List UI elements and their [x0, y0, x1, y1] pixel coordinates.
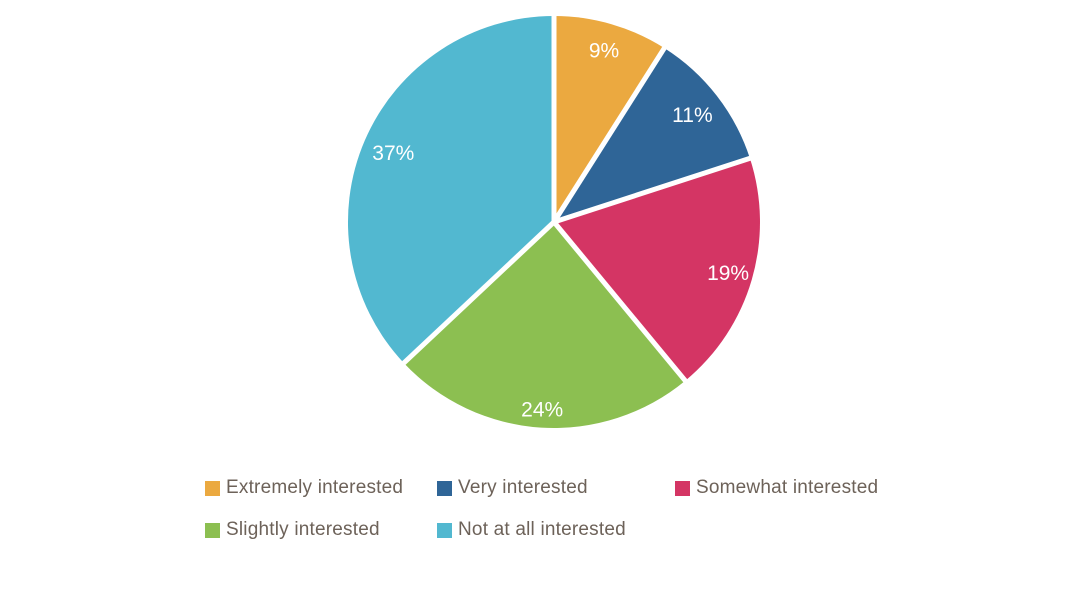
legend-swatch-icon — [205, 522, 220, 538]
slice-value-label: 19% — [707, 262, 749, 285]
legend-item-somewhat-interested: Somewhat interested — [675, 477, 878, 499]
legend-label: Somewhat interested — [696, 477, 879, 498]
pie-chart: 9% 11% 19% 24% 37% — [347, 15, 760, 428]
legend-label: Slightly interested — [226, 519, 380, 540]
legend-label: Very interested — [458, 477, 588, 498]
legend-label: Extremely interested — [226, 477, 404, 498]
slice-separator — [401, 220, 556, 366]
legend-swatch-icon — [205, 480, 220, 496]
legend-item-not-at-all-interested: Not at all interested — [437, 519, 675, 541]
slice-value-label: 37% — [372, 142, 414, 165]
legend-swatch-icon — [437, 522, 452, 538]
legend: Extremely interested Very interested Somew… — [205, 467, 878, 551]
legend-item-very-interested: Very interested — [437, 477, 675, 499]
slice-separator — [552, 220, 688, 384]
legend-label: Not at all interested — [458, 519, 626, 540]
slice-value-label: 24% — [521, 399, 563, 422]
legend-item-extremely-interested: Extremely interested — [205, 477, 437, 499]
pie-slice-somewhat-interested — [554, 158, 760, 381]
legend-swatch-icon — [675, 480, 690, 496]
legend-swatch-icon — [437, 480, 452, 496]
slice-value-label: 11% — [672, 104, 712, 127]
slice-separator — [553, 155, 752, 225]
pie-slice-not-at-all-interested — [347, 16, 554, 363]
slice-separator — [551, 45, 668, 224]
pie-slice-slightly-interested — [403, 222, 686, 428]
pie-slice-very-interested — [554, 48, 750, 222]
legend-item-slightly-interested: Slightly interested — [205, 519, 437, 541]
pie-slice-extremely-interested — [554, 16, 665, 222]
slice-value-label: 9% — [589, 39, 619, 62]
